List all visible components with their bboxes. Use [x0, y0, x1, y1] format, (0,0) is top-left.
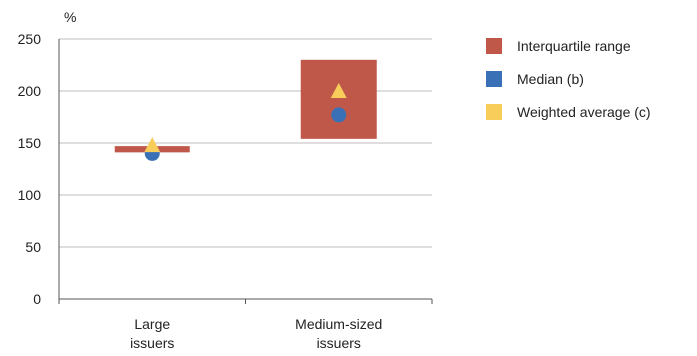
y-tick-label: 150 [18, 135, 42, 151]
legend-item: Median (b) [486, 71, 584, 87]
y-axis-ticks: 0 50 100 150 200 250 [18, 31, 42, 307]
x-tick-label-line: Medium-sized [295, 316, 382, 332]
axes [58, 39, 433, 304]
interquartile-range-box [300, 59, 377, 139]
median-marker [331, 107, 347, 123]
x-tick-label-line: issuers [317, 335, 361, 351]
y-tick-label: 250 [18, 31, 42, 47]
legend: Interquartile range Median (b) Weighted av… [486, 38, 651, 120]
x-tick-label-line: Large [134, 316, 170, 332]
legend-swatch [486, 38, 502, 54]
legend-item: Interquartile range [486, 38, 631, 54]
y-tick-label: 0 [33, 291, 41, 307]
x-tick-label: Large issuers [130, 316, 174, 351]
x-tick-label-line: issuers [130, 335, 174, 351]
legend-label: Median (b) [517, 71, 584, 87]
y-tick-label: 50 [25, 239, 41, 255]
y-tick-label: 100 [18, 187, 42, 203]
legend-label: Weighted average (c) [517, 104, 651, 120]
legend-label: Interquartile range [517, 38, 631, 54]
legend-swatch [486, 104, 502, 120]
x-axis-labels: Large issuers Medium-sized issuers [130, 316, 382, 351]
weighted-average-marker [144, 137, 161, 153]
y-tick-label: 200 [18, 83, 42, 99]
legend-swatch [486, 71, 502, 87]
y-unit-label: % [64, 9, 76, 25]
x-tick-label: Medium-sized issuers [295, 316, 382, 351]
weighted-average-marker [330, 83, 347, 98]
legend-item: Weighted average (c) [486, 104, 651, 120]
data-marks [114, 59, 377, 161]
